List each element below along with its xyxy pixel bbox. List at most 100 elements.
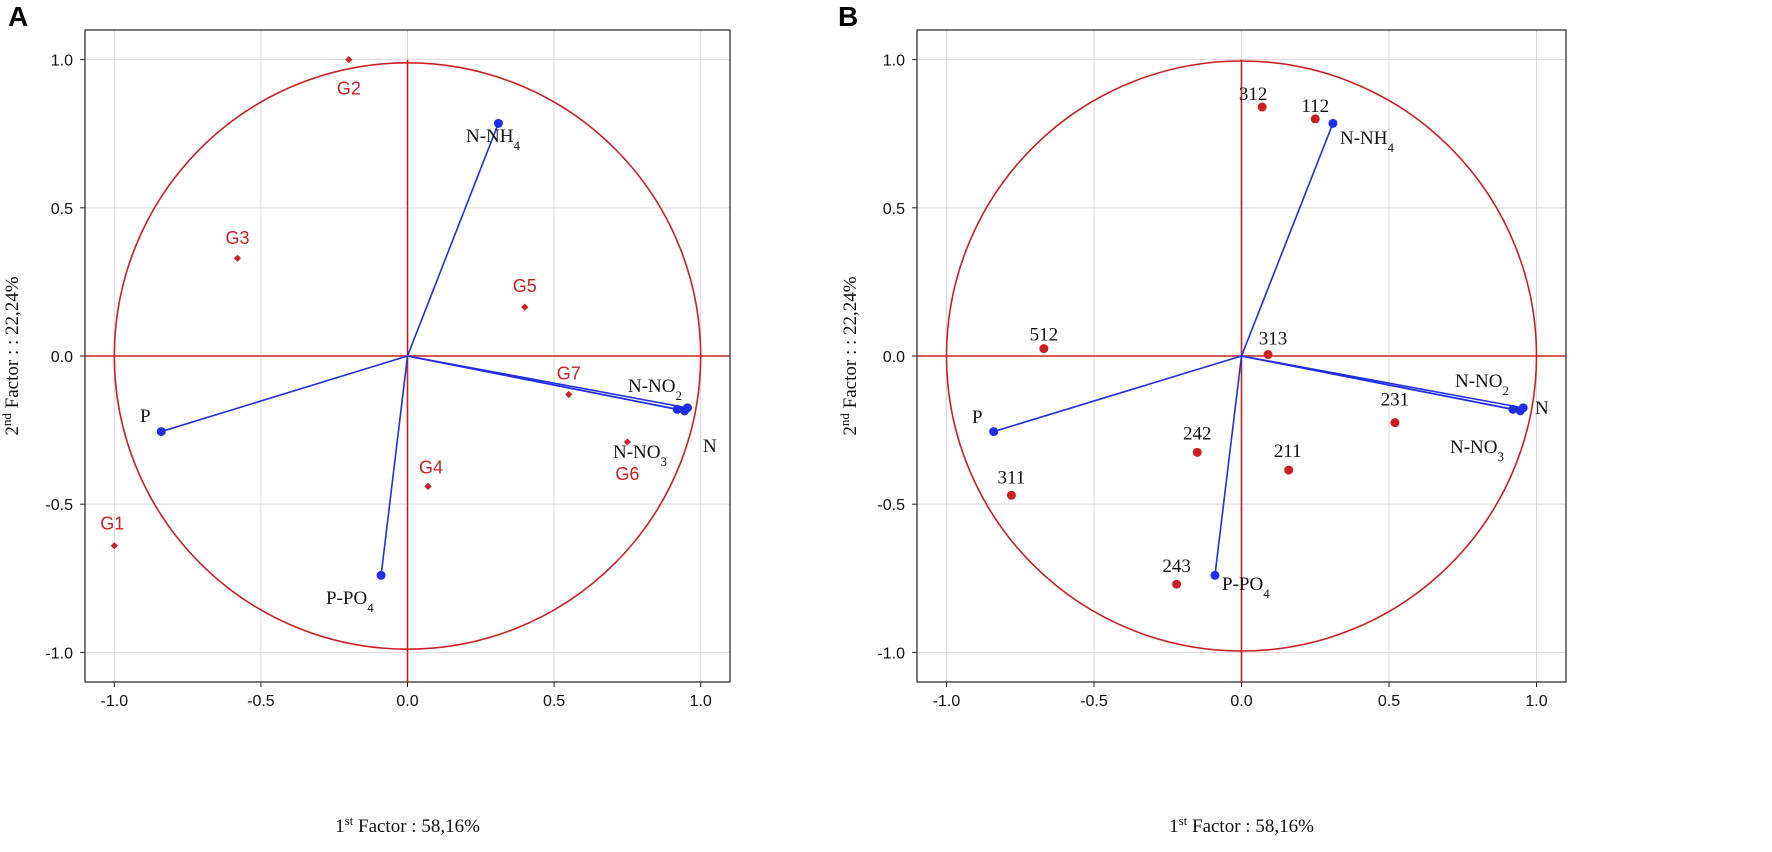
vector-line xyxy=(1241,355,1524,409)
vector-label-n: N xyxy=(703,436,717,457)
panel-b-vector-labels: N-NH4 N-NO2 N-NO3 N P P-PO4 xyxy=(972,128,1549,601)
data-point xyxy=(1263,350,1273,360)
x-tick-label: 0.5 xyxy=(1378,693,1400,710)
vector-endpoint xyxy=(376,570,386,580)
vector-label-n-no2: N-NO2 xyxy=(1455,371,1509,398)
data-point xyxy=(1172,579,1182,589)
x-tick-label: -1.0 xyxy=(101,693,129,710)
data-point xyxy=(233,254,242,262)
x-tick-label: 0.0 xyxy=(1230,693,1252,710)
y-tick-label: -0.5 xyxy=(877,497,905,514)
x-tick-label: 1.0 xyxy=(1525,693,1547,710)
vector-line xyxy=(1214,355,1243,576)
point-label-243: 243 xyxy=(1162,556,1191,577)
panel-b: B -1.0 -0.5 0.0 0.5 1.0 1.0 0.5 0.0 -0.5… xyxy=(837,1,1567,837)
vector-line xyxy=(993,355,1242,433)
point-label-g3: G3 xyxy=(225,228,249,248)
data-point xyxy=(521,303,529,311)
panel-a-letter: A xyxy=(8,1,28,32)
panel-b-y-axis-label: 2nd Factor : : 22,24% xyxy=(837,276,862,435)
vector-label-p: P xyxy=(972,407,983,428)
vector-line xyxy=(407,355,688,409)
point-label-g4: G4 xyxy=(419,457,443,477)
point-label-112: 112 xyxy=(1301,96,1329,117)
panel-a-x-ticks: -1.0 -0.5 0.0 0.5 1.0 xyxy=(101,682,712,710)
point-label-211: 211 xyxy=(1274,441,1302,462)
panel-a: A -1.0 -0.5 0.0 0.5 1.0 1.0 0.5 0.0 -0.5… xyxy=(0,1,731,838)
vector-label-p-po4: P-PO4 xyxy=(326,588,374,615)
y-tick-label: 0.0 xyxy=(883,349,905,366)
vector-label-n-nh4: N-NH4 xyxy=(466,126,521,153)
y-tick-label: -1.0 xyxy=(877,645,905,662)
y-tick-label: 1.0 xyxy=(51,53,73,70)
panel-a-y-ticks: 1.0 0.5 0.0 -0.5 -1.0 xyxy=(45,53,85,662)
x-tick-label: 0.5 xyxy=(543,693,565,710)
panel-a-vector-labels: N-NH4 N-NO2 N-NO3 N P P-PO4 xyxy=(140,126,717,615)
panel-b-point-labels: 312 112 512 313 231 242 211 311 243 xyxy=(998,84,1410,577)
vector-label-p-po4: P-PO4 xyxy=(1222,574,1270,601)
vector-line xyxy=(406,123,500,357)
panel-b-letter: B xyxy=(838,1,858,32)
x-tick-label: -0.5 xyxy=(247,693,275,710)
panel-a-x-axis-label: 1st Factor : 58,16% xyxy=(335,813,480,838)
x-tick-label: 0.0 xyxy=(396,693,418,710)
vector-line xyxy=(380,355,409,576)
point-label-313: 313 xyxy=(1259,329,1288,350)
panel-b-y-ticks: 1.0 0.5 0.0 -0.5 -1.0 xyxy=(877,53,917,662)
vector-endpoint xyxy=(1210,570,1220,580)
vector-label-n-no3: N-NO3 xyxy=(1450,437,1504,464)
y-tick-label: -0.5 xyxy=(45,497,73,514)
x-tick-label: -0.5 xyxy=(1080,693,1108,710)
y-tick-label: -1.0 xyxy=(45,645,73,662)
vector-line xyxy=(1240,123,1334,357)
vector-label-n-no2: N-NO2 xyxy=(628,376,682,403)
point-label-g6: G6 xyxy=(615,464,639,484)
data-point xyxy=(1039,344,1049,354)
data-point xyxy=(623,438,631,446)
panel-a-y-axis-label: 2nd Factor : : 22,24% xyxy=(0,276,23,435)
data-point xyxy=(1257,102,1267,112)
vector-endpoint xyxy=(1518,403,1528,413)
point-label-231: 231 xyxy=(1381,390,1410,411)
panel-a-point-labels: G1 G2 G3 G4 G5 G6 G7 xyxy=(100,79,639,534)
panel-b-points xyxy=(1006,102,1400,589)
vector-label-p: P xyxy=(140,406,151,427)
data-point xyxy=(1284,465,1294,475)
data-point xyxy=(1310,114,1320,124)
panel-b-x-ticks: -1.0 -0.5 0.0 0.5 1.0 xyxy=(933,682,1548,710)
panel-a-vectors xyxy=(156,118,692,580)
y-tick-label: 0.5 xyxy=(51,201,73,218)
y-tick-label: 0.0 xyxy=(51,349,73,366)
vector-label-n-nh4: N-NH4 xyxy=(1340,128,1395,155)
vector-endpoint xyxy=(1328,118,1338,128)
x-tick-label: 1.0 xyxy=(690,693,712,710)
panel-b-x-axis-label: 1st Factor : 58,16% xyxy=(1169,813,1314,838)
point-label-242: 242 xyxy=(1183,423,1212,444)
vector-endpoint xyxy=(493,118,503,128)
panel-a-points xyxy=(110,56,631,550)
data-point xyxy=(1192,447,1202,457)
point-label-g5: G5 xyxy=(513,276,537,296)
data-point xyxy=(424,482,432,490)
point-label-g2: G2 xyxy=(337,79,361,99)
data-point xyxy=(1390,418,1400,428)
point-label-512: 512 xyxy=(1030,325,1059,346)
x-tick-label: -1.0 xyxy=(933,693,961,710)
panel-b-vectors xyxy=(989,118,1528,580)
vector-label-n: N xyxy=(1535,398,1549,419)
vector-endpoint xyxy=(156,427,166,437)
point-label-311: 311 xyxy=(998,467,1026,488)
vector-line xyxy=(160,355,408,433)
data-point xyxy=(565,390,573,399)
vector-endpoint xyxy=(682,403,692,413)
y-tick-label: 0.5 xyxy=(883,201,905,218)
vector-endpoint xyxy=(989,427,999,437)
point-label-g7: G7 xyxy=(557,364,581,384)
vector-label-n-no3: N-NO3 xyxy=(613,442,667,469)
point-label-312: 312 xyxy=(1239,84,1268,105)
data-point xyxy=(1006,490,1016,500)
y-tick-label: 1.0 xyxy=(883,53,905,70)
data-point xyxy=(345,56,353,64)
point-label-g1: G1 xyxy=(100,514,124,534)
